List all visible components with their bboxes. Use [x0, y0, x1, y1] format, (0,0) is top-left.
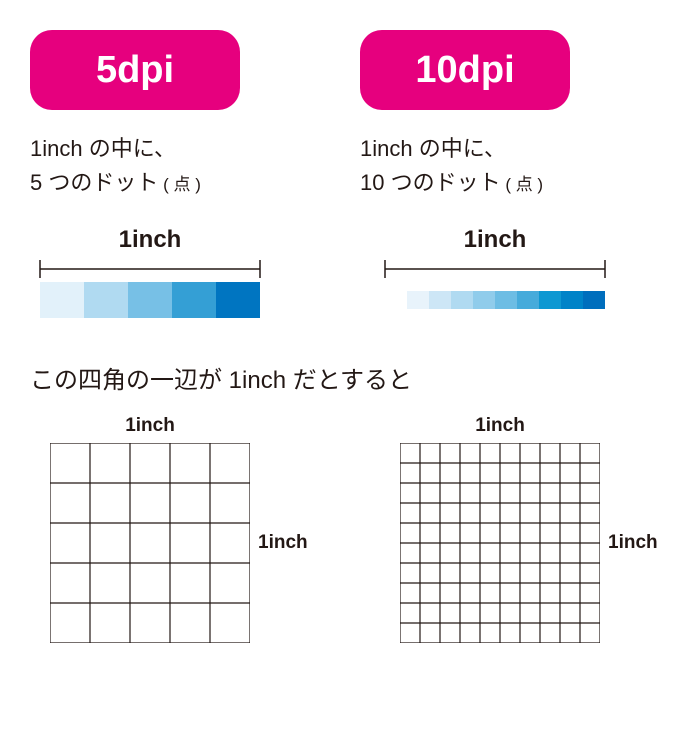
grid-right-wrap: 1inch 1inch [380, 415, 660, 643]
badge-5dpi-text: 5dpi [96, 49, 174, 92]
grid-left-label-right: 1inch [258, 532, 308, 554]
desc-left-line1: 1inch の中に、 [30, 132, 240, 166]
desc-right-suffix: ( 点 ) [501, 175, 544, 194]
section-heading: この四角の一辺が 1inch だとすると [30, 360, 665, 395]
desc-right-line2: 10 つのドット [360, 170, 501, 195]
rulers-row: 1inch 1inch [30, 226, 665, 320]
grid-left-svg [50, 443, 250, 643]
desc-left-line2-wrap: 5 つのドット ( 点 ) [30, 166, 240, 200]
grid-left-wrap: 1inch 1inch [30, 415, 310, 643]
ruler-right: 1inch [375, 226, 615, 320]
desc-left-suffix: ( 点 ) [158, 175, 201, 194]
ruler-right-label: 1inch [464, 226, 527, 254]
grid-right-label-right: 1inch [608, 532, 658, 554]
desc-left: 1inch の中に、 5 つのドット ( 点 ) [30, 132, 240, 200]
grid-left-label-top: 1inch [50, 415, 250, 437]
desc-left-line2: 5 つのドット [30, 170, 158, 195]
badges-row: 5dpi 10dpi [30, 30, 665, 110]
ruler-right-svg [380, 260, 610, 320]
ruler-left-label: 1inch [119, 226, 182, 254]
badge-10dpi: 10dpi [360, 30, 570, 110]
desc-right-line2-wrap: 10 つのドット ( 点 ) [360, 166, 590, 200]
grid-right-label-top: 1inch [400, 415, 600, 437]
desc-right-line1: 1inch の中に、 [360, 132, 590, 166]
ruler-left-svg [35, 260, 265, 320]
grid-right-svg [400, 443, 600, 643]
desc-right: 1inch の中に、 10 つのドット ( 点 ) [360, 132, 590, 200]
ruler-left: 1inch [30, 226, 270, 320]
badge-10dpi-text: 10dpi [415, 49, 514, 92]
badge-5dpi: 5dpi [30, 30, 240, 110]
descriptions-row: 1inch の中に、 5 つのドット ( 点 ) 1inch の中に、 10 つ… [30, 132, 665, 200]
grids-row: 1inch 1inch 1inch 1inch [30, 415, 665, 643]
